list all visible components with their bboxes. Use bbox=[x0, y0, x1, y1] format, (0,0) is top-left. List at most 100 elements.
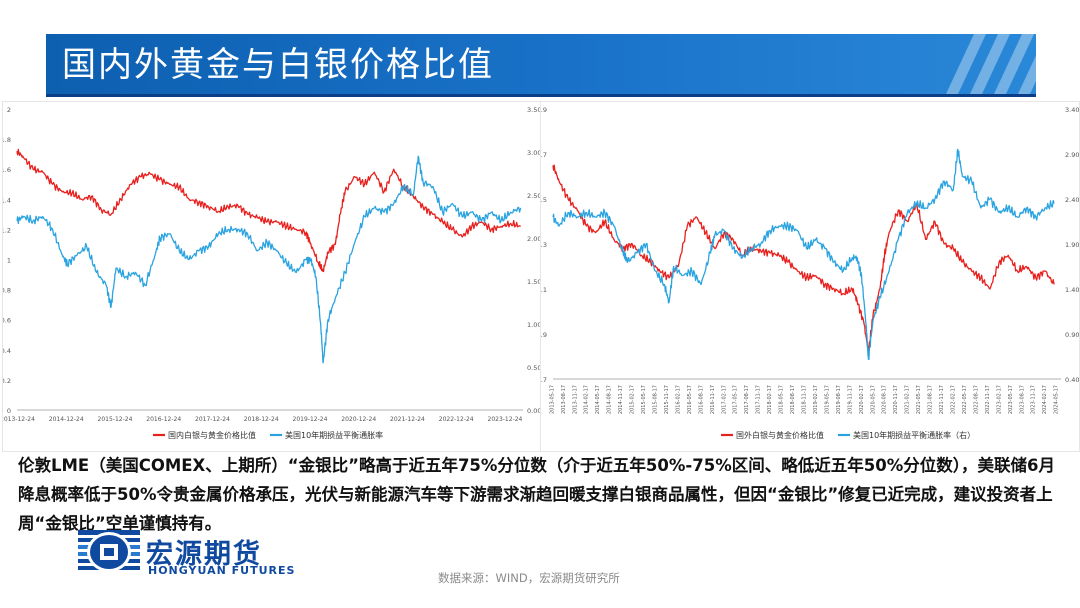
x-tick-label: 2016-02-17 bbox=[675, 385, 681, 414]
x-tick-label: 2021-08-17 bbox=[928, 385, 934, 414]
x-tick-label: 2024-05-17 bbox=[1054, 385, 1060, 414]
logo-english-name: HONGYUAN FUTURES bbox=[148, 564, 296, 577]
legend-label-1: 国外白银与黄金价格比值 bbox=[736, 430, 824, 440]
x-tick-label: 2023-05-17 bbox=[1008, 385, 1014, 414]
series-line-2 bbox=[552, 148, 1055, 361]
x-tick-label: 2021-12-24 bbox=[390, 416, 425, 423]
legend-label-2: 美国10年期损益平衡通胀率 bbox=[285, 430, 383, 440]
y-right-tick-label: 0.40 bbox=[1065, 376, 1079, 384]
x-tick-label: 2015-11-17 bbox=[664, 385, 670, 414]
chart-left-domestic-ratio: 0 0.2 0.4 0.6 0.8 1 1.2 1.4 1.6 1.8 2 0.00 0.50 1.00 1… bbox=[0, 101, 542, 452]
y-right-tick-label: 1.40 bbox=[1065, 286, 1079, 294]
x-tick-label: 2013-05-17 bbox=[549, 385, 555, 414]
x-tick-label: 2021-02-17 bbox=[905, 385, 911, 414]
y-right-tick-label: 2.40 bbox=[1065, 196, 1079, 204]
title-stripes-decoration bbox=[930, 34, 1040, 94]
data-source-note: 数据来源：WIND，宏源期货研究所 bbox=[438, 571, 620, 585]
series-line-2 bbox=[16, 155, 522, 364]
x-tick-label: 2018-02-17 bbox=[767, 385, 773, 414]
x-tick-label: 2015-08-17 bbox=[652, 385, 658, 414]
x-tick-label: 2021-05-17 bbox=[916, 385, 922, 414]
hongyuan-logo: 宏源期货 HONGYUAN FUTURES bbox=[78, 530, 318, 578]
y-right-tick-label: 0.50 bbox=[527, 364, 541, 372]
x-tick-label: 2019-11-17 bbox=[847, 385, 853, 414]
x-tick-label: 2017-05-17 bbox=[733, 385, 739, 414]
x-tick-label: 2017-12-24 bbox=[195, 416, 230, 423]
y-left-tick-label: 0.2 bbox=[3, 377, 11, 385]
chart-right-foreign-ratio: 0.7 0.9 1.1 1.3 1.5 1.7 1.9 0.40 0.90 1.40 1.90 2.4… bbox=[537, 101, 1080, 452]
x-tick-label: 2014-08-17 bbox=[607, 385, 613, 414]
y-right-tick-label: 2.90 bbox=[1065, 151, 1079, 159]
x-tick-label: 2022-05-17 bbox=[962, 385, 968, 414]
x-tick-label: 2019-05-17 bbox=[824, 385, 830, 414]
hongyuan-logo-icon bbox=[78, 530, 140, 572]
y-right-tick-label: 3.50 bbox=[527, 106, 541, 114]
x-tick-label: 2017-02-17 bbox=[721, 385, 727, 414]
y-right-tick-label: 3.40 bbox=[1065, 106, 1079, 114]
x-tick-label: 2014-11-17 bbox=[618, 385, 624, 414]
x-tick-label: 2024-02-17 bbox=[1042, 385, 1048, 414]
y-left-tick-label: 0 bbox=[7, 407, 11, 415]
x-tick-label: 2019-12-24 bbox=[293, 416, 328, 423]
x-tick-label: 2015-05-17 bbox=[641, 385, 647, 414]
x-tick-label: 2022-11-17 bbox=[985, 385, 991, 414]
y-left-tick-label: 0.9 bbox=[541, 331, 547, 339]
x-tick-label: 2021-11-17 bbox=[939, 385, 945, 414]
page-title: 国内外黄金与白银价格比值 bbox=[62, 45, 494, 85]
y-left-tick-label: 0.8 bbox=[3, 287, 11, 295]
x-tick-label: 2020-02-17 bbox=[859, 385, 865, 414]
x-tick-label: 2018-08-17 bbox=[790, 385, 796, 414]
y-left-tick-label: 1.5 bbox=[541, 196, 547, 204]
x-tick-label: 2019-02-17 bbox=[813, 385, 819, 414]
x-tick-label: 2023-02-17 bbox=[996, 385, 1002, 414]
y-left-tick-label: 0.7 bbox=[541, 376, 547, 384]
y-right-tick-label: 1.90 bbox=[1065, 241, 1079, 249]
x-tick-label: 2013-11-17 bbox=[572, 385, 578, 414]
analysis-paragraph: 伦敦LME（美国COMEX、上期所）“金银比”略高于近五年75%分位数（介于近五… bbox=[18, 456, 1055, 533]
y-right-tick-label: 0.00 bbox=[527, 407, 541, 415]
y-right-tick-label: 2.50 bbox=[527, 192, 541, 200]
x-tick-label: 2017-11-17 bbox=[756, 385, 762, 414]
y-left-tick-label: 1.6 bbox=[3, 166, 11, 174]
legend-label-2: 美国10年期损益平衡通胀率（右） bbox=[853, 430, 975, 440]
y-left-tick-label: 1.8 bbox=[3, 136, 11, 144]
logo-company-name: 宏源期货 bbox=[146, 539, 262, 570]
x-tick-label: 2020-11-17 bbox=[893, 385, 899, 414]
x-tick-label: 2018-05-17 bbox=[779, 385, 785, 414]
y-left-tick-label: 1 bbox=[7, 257, 11, 265]
x-tick-label: 2018-11-17 bbox=[801, 385, 807, 414]
x-tick-label: 2014-12-24 bbox=[49, 416, 84, 423]
x-tick-label: 2018-12-24 bbox=[244, 416, 279, 423]
series-line-1 bbox=[16, 148, 521, 273]
x-tick-label: 2013-12-24 bbox=[3, 416, 35, 423]
chart-left-svg: 0 0.2 0.4 0.6 0.8 1 1.2 1.4 1.6 1.8 2 0.00 0.50 1.00 1… bbox=[0, 106, 541, 440]
y-left-tick-label: 0.6 bbox=[3, 317, 11, 325]
x-tick-label: 2022-08-17 bbox=[973, 385, 979, 414]
x-tick-label: 2014-05-17 bbox=[595, 385, 601, 414]
x-tick-label: 2016-05-17 bbox=[687, 385, 693, 414]
chart-right-svg: 0.7 0.9 1.1 1.3 1.5 1.7 1.9 0.40 0.90 1.40 1.90 2.4… bbox=[537, 106, 1080, 440]
legend-label-1: 国内白银与黄金价格比值 bbox=[168, 430, 256, 440]
y-right-tick-label: 1.50 bbox=[527, 278, 541, 286]
x-tick-label: 2023-08-17 bbox=[1019, 385, 1025, 414]
x-tick-label: 2014-02-17 bbox=[584, 385, 590, 414]
y-left-tick-label: 2 bbox=[7, 106, 11, 114]
y-left-tick-label: 1.1 bbox=[541, 286, 547, 294]
x-tick-label: 2023-12-24 bbox=[488, 416, 523, 423]
y-right-tick-label: 3.00 bbox=[527, 149, 541, 157]
title-underline bbox=[46, 94, 1036, 97]
y-right-tick-label: 2.00 bbox=[527, 235, 541, 243]
title-bar: 国内外黄金与白银价格比值 bbox=[0, 0, 1080, 100]
x-tick-label: 2019-08-17 bbox=[836, 385, 842, 414]
y-left-tick-label: 1.3 bbox=[541, 241, 547, 249]
x-tick-label: 2015-12-24 bbox=[98, 416, 133, 423]
y-right-tick-label: 0.90 bbox=[1065, 331, 1079, 339]
y-left-tick-label: 1.2 bbox=[3, 226, 11, 234]
y-left-tick-label: 1.7 bbox=[541, 151, 547, 159]
title-background bbox=[46, 34, 1036, 94]
x-tick-label: 2016-08-17 bbox=[698, 385, 704, 414]
x-tick-label: 2016-12-24 bbox=[146, 416, 181, 423]
y-left-tick-label: 1.4 bbox=[3, 196, 11, 204]
y-left-tick-label: 0.4 bbox=[3, 347, 11, 355]
x-tick-label: 2020-05-17 bbox=[870, 385, 876, 414]
